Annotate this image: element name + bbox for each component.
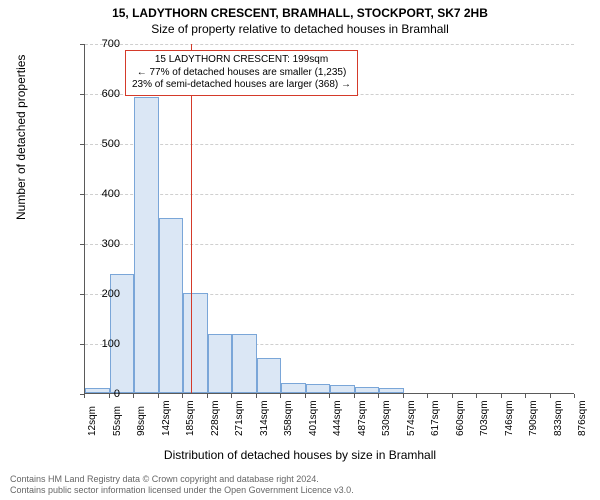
ytick-label: 300	[90, 238, 120, 250]
xtick-label: 660sqm	[455, 400, 466, 436]
xtick-label: 703sqm	[479, 400, 490, 436]
xtick-mark	[354, 394, 355, 398]
xtick-label: 444sqm	[332, 400, 343, 436]
xtick-label: 185sqm	[185, 400, 196, 436]
histogram-bar	[183, 293, 208, 393]
xtick-label: 55sqm	[112, 406, 123, 436]
plot-area: 15 LADYTHORN CRESCENT: 199sqm← 77% of de…	[84, 44, 574, 394]
xtick-label: 314sqm	[259, 400, 270, 436]
xtick-mark	[403, 394, 404, 398]
xtick-label: 358sqm	[283, 400, 294, 436]
reference-line	[191, 44, 192, 393]
xtick-mark	[378, 394, 379, 398]
callout-line1: 15 LADYTHORN CRESCENT: 199sqm	[132, 54, 351, 67]
xtick-mark	[329, 394, 330, 398]
xtick-label: 574sqm	[406, 400, 417, 436]
histogram-bar	[134, 97, 159, 393]
ytick-label: 500	[90, 138, 120, 150]
chart-title-subtitle: Size of property relative to detached ho…	[0, 22, 600, 36]
ytick-mark	[80, 244, 84, 245]
xtick-mark	[427, 394, 428, 398]
xtick-label: 746sqm	[504, 400, 515, 436]
ytick-label: 0	[90, 388, 120, 400]
xtick-mark	[182, 394, 183, 398]
ytick-mark	[80, 294, 84, 295]
ytick-label: 200	[90, 288, 120, 300]
xtick-label: 401sqm	[308, 400, 319, 436]
xtick-mark	[231, 394, 232, 398]
xtick-mark	[305, 394, 306, 398]
histogram-bar	[208, 334, 233, 393]
xtick-mark	[256, 394, 257, 398]
xtick-label: 228sqm	[210, 400, 221, 436]
gridline	[85, 44, 574, 45]
histogram-bar	[355, 387, 380, 393]
ytick-mark	[80, 194, 84, 195]
footer-line1: Contains HM Land Registry data © Crown c…	[10, 474, 354, 485]
ytick-label: 100	[90, 338, 120, 350]
xtick-mark	[574, 394, 575, 398]
xtick-mark	[280, 394, 281, 398]
xtick-label: 617sqm	[430, 400, 441, 436]
histogram-bar	[306, 384, 331, 393]
histogram-bar	[379, 388, 404, 393]
xtick-label: 98sqm	[136, 406, 147, 436]
xtick-mark	[452, 394, 453, 398]
callout-line2: ← 77% of detached houses are smaller (1,…	[132, 67, 351, 80]
x-axis-label: Distribution of detached houses by size …	[0, 448, 600, 462]
y-axis-label: Number of detached properties	[14, 55, 28, 220]
ytick-mark	[80, 344, 84, 345]
xtick-label: 876sqm	[577, 400, 588, 436]
xtick-mark	[476, 394, 477, 398]
histogram-bar	[159, 218, 184, 393]
histogram-bar	[281, 383, 306, 393]
xtick-mark	[84, 394, 85, 398]
callout-line3: 23% of semi-detached houses are larger (…	[132, 79, 351, 92]
ytick-label: 600	[90, 88, 120, 100]
xtick-label: 271sqm	[234, 400, 245, 436]
xtick-mark	[525, 394, 526, 398]
xtick-label: 833sqm	[553, 400, 564, 436]
xtick-label: 142sqm	[161, 400, 172, 436]
xtick-label: 12sqm	[87, 406, 98, 436]
xtick-mark	[158, 394, 159, 398]
ytick-label: 400	[90, 188, 120, 200]
histogram-bar	[330, 385, 355, 393]
callout-box: 15 LADYTHORN CRESCENT: 199sqm← 77% of de…	[125, 50, 358, 96]
xtick-label: 487sqm	[357, 400, 368, 436]
xtick-mark	[133, 394, 134, 398]
xtick-mark	[207, 394, 208, 398]
ytick-mark	[80, 94, 84, 95]
histogram-bar	[232, 334, 257, 393]
ytick-mark	[80, 144, 84, 145]
footer-line2: Contains public sector information licen…	[10, 485, 354, 496]
xtick-label: 790sqm	[528, 400, 539, 436]
xtick-label: 530sqm	[381, 400, 392, 436]
footer-attribution: Contains HM Land Registry data © Crown c…	[10, 474, 354, 496]
xtick-mark	[550, 394, 551, 398]
histogram-bar	[257, 358, 282, 393]
chart-area: 15 LADYTHORN CRESCENT: 199sqm← 77% of de…	[44, 44, 574, 434]
xtick-mark	[501, 394, 502, 398]
ytick-label: 700	[90, 38, 120, 50]
chart-title-address: 15, LADYTHORN CRESCENT, BRAMHALL, STOCKP…	[0, 6, 600, 20]
xtick-mark	[109, 394, 110, 398]
ytick-mark	[80, 44, 84, 45]
